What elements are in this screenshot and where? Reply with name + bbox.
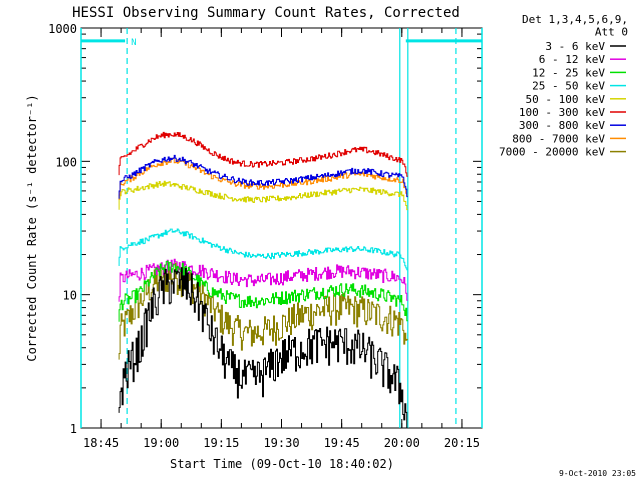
legend-header: Att 0 bbox=[595, 26, 628, 39]
x-axis-label: Start Time (09-Oct-10 18:40:02) bbox=[170, 457, 394, 471]
legend-label: 300 - 800 keV bbox=[519, 119, 605, 132]
night-marker-label: N bbox=[131, 38, 136, 48]
series-line-12-25keV bbox=[118, 260, 408, 322]
legend-label: 12 - 25 keV bbox=[532, 66, 605, 79]
series-line-50-100keV bbox=[118, 180, 408, 211]
legend-label: 50 - 100 keV bbox=[526, 93, 606, 106]
plot-area: 1000 100 10 1 18:45 19:00 19:15 19:30 19:45 20:00… bbox=[48, 22, 483, 450]
x-tick-label: 19:15 bbox=[203, 436, 239, 450]
y-tick-label: 10 bbox=[63, 289, 77, 303]
x-tick-label: 19:30 bbox=[263, 436, 299, 450]
x-tick-label: 19:00 bbox=[143, 436, 179, 450]
y-tick-label: 1 bbox=[70, 422, 77, 436]
series-line-6-12keV bbox=[118, 258, 408, 302]
plot-timestamp: 9-Oct-2010 23:05 bbox=[559, 469, 636, 478]
chart-title: HESSI Observing Summary Count Rates, Cor… bbox=[72, 5, 460, 21]
legend-label: 3 - 6 keV bbox=[545, 40, 605, 53]
series-line-300-800keV bbox=[118, 154, 408, 199]
series-line-800-7000keV bbox=[118, 157, 408, 200]
x-tick-label: 18:45 bbox=[83, 436, 119, 450]
y-axis-label: Corrected Count Rate (s⁻¹ detector⁻¹) bbox=[25, 94, 39, 361]
legend-header: Det 1,3,4,5,6,9, bbox=[522, 13, 628, 26]
y-tick-label: 1000 bbox=[48, 22, 77, 36]
legend-label: 25 - 50 keV bbox=[532, 80, 605, 93]
x-tick-label: 20:15 bbox=[444, 436, 480, 450]
series-line-3-6keV bbox=[118, 267, 408, 429]
series-line-100-300keV bbox=[118, 131, 408, 177]
x-tick-label: 20:00 bbox=[384, 436, 420, 450]
legend-label: 800 - 7000 keV bbox=[512, 132, 605, 145]
legend-label: 6 - 12 keV bbox=[539, 53, 606, 66]
y-tick-label: 100 bbox=[55, 155, 77, 169]
series-line-25-50keV bbox=[118, 228, 408, 271]
x-tick-label: 19:45 bbox=[324, 436, 360, 450]
series-line-7000-20000keV bbox=[118, 262, 408, 360]
legend-label: 100 - 300 keV bbox=[519, 106, 605, 119]
legend-label: 7000 - 20000 keV bbox=[499, 146, 605, 159]
